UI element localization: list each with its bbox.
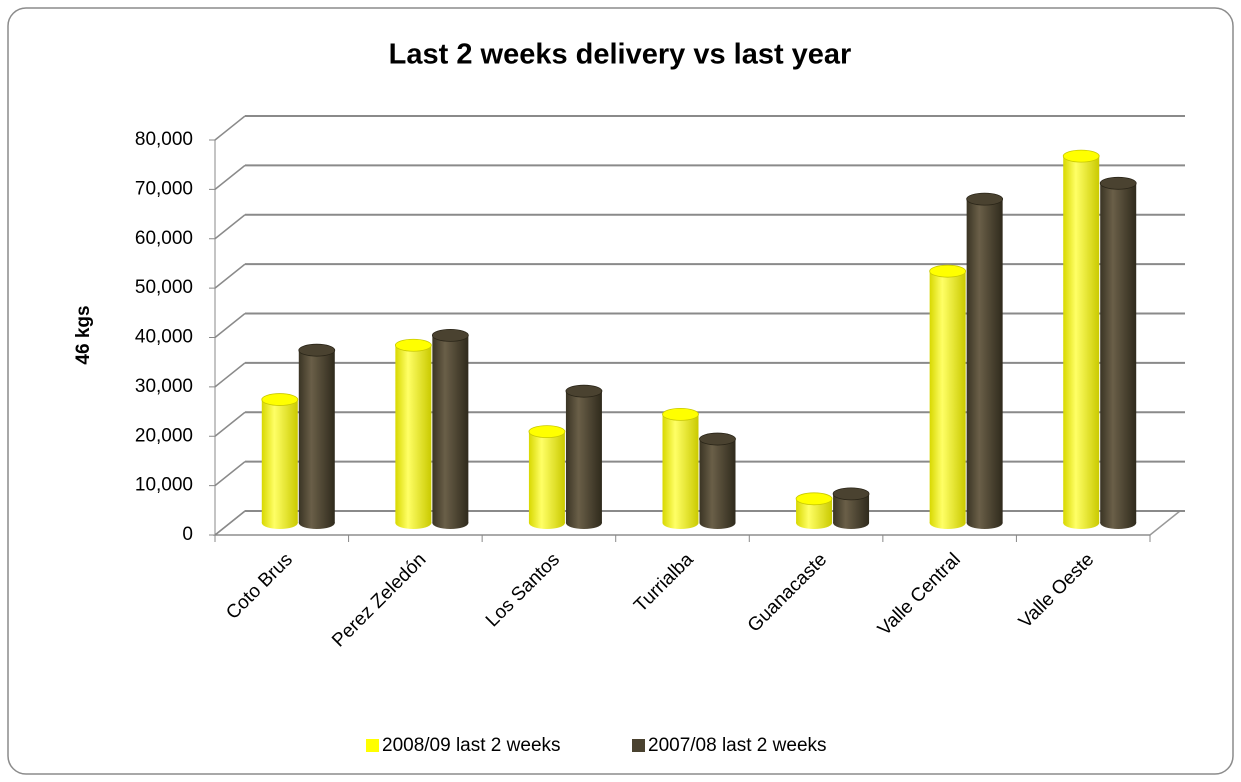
y-tick-label: 0 <box>182 524 193 545</box>
bar <box>662 414 699 523</box>
bar-top <box>832 487 870 501</box>
bar-top <box>261 393 299 406</box>
bar-top <box>394 338 432 352</box>
bar-top <box>662 407 699 421</box>
bar <box>261 399 298 523</box>
bar-top <box>929 264 967 278</box>
bar-top <box>565 384 603 398</box>
bar-top <box>1099 176 1137 190</box>
grid-line <box>214 214 246 240</box>
bar-group <box>1062 149 1100 529</box>
y-tick-label: 80,000 <box>135 129 193 150</box>
y-tick-label: 50,000 <box>135 277 193 298</box>
bar <box>699 439 736 523</box>
grid-line <box>214 362 246 388</box>
bar-group <box>565 384 603 529</box>
legend-swatch <box>632 739 645 752</box>
grid-line <box>214 115 246 141</box>
grid-line <box>214 312 246 339</box>
grid-line <box>214 510 246 536</box>
y-tick-label: 70,000 <box>135 178 193 199</box>
y-tick-label: 30,000 <box>135 376 193 397</box>
bar <box>395 345 432 523</box>
y-tick-label: 40,000 <box>135 327 193 348</box>
bar-group <box>832 487 870 529</box>
bar-group <box>966 192 1004 529</box>
bar-top <box>1062 149 1100 163</box>
chart-frame <box>7 7 1234 775</box>
y-tick-label: 60,000 <box>135 228 193 249</box>
bar-top <box>966 192 1004 206</box>
grid-line <box>214 461 246 487</box>
bar <box>298 350 335 523</box>
bar <box>966 199 1003 523</box>
grid-line <box>214 263 246 289</box>
bar-group <box>699 432 736 529</box>
bar-group <box>795 492 833 529</box>
bar-group <box>261 393 299 529</box>
y-tick-label: 10,000 <box>135 475 193 496</box>
bar-group <box>528 425 566 529</box>
y-tick-label: 20,000 <box>135 425 193 446</box>
bar-group <box>298 343 336 529</box>
bar <box>1100 183 1137 524</box>
grid-line <box>214 164 246 190</box>
bar <box>929 271 966 523</box>
legend-label: 2007/08 last 2 weeks <box>648 735 827 756</box>
bar-top <box>699 432 736 446</box>
bar <box>565 391 602 523</box>
bar-group <box>394 338 432 529</box>
bar <box>432 335 469 523</box>
legend-swatch <box>366 739 379 752</box>
grid-line <box>214 411 246 437</box>
bar-top <box>528 425 566 439</box>
bar-top <box>795 492 833 506</box>
legend-label: 2008/09 last 2 weeks <box>382 735 561 756</box>
bar-group <box>431 328 469 529</box>
y-axis-title: 46 kgs <box>73 305 94 364</box>
bar-group <box>662 407 699 529</box>
bar <box>1063 156 1100 524</box>
chart-title: Last 2 weeks delivery vs last year <box>389 39 852 71</box>
bar-group <box>1099 176 1137 529</box>
bar-top <box>298 343 336 357</box>
bar <box>528 431 565 523</box>
bar-top <box>431 328 469 342</box>
bar-group <box>929 264 967 529</box>
